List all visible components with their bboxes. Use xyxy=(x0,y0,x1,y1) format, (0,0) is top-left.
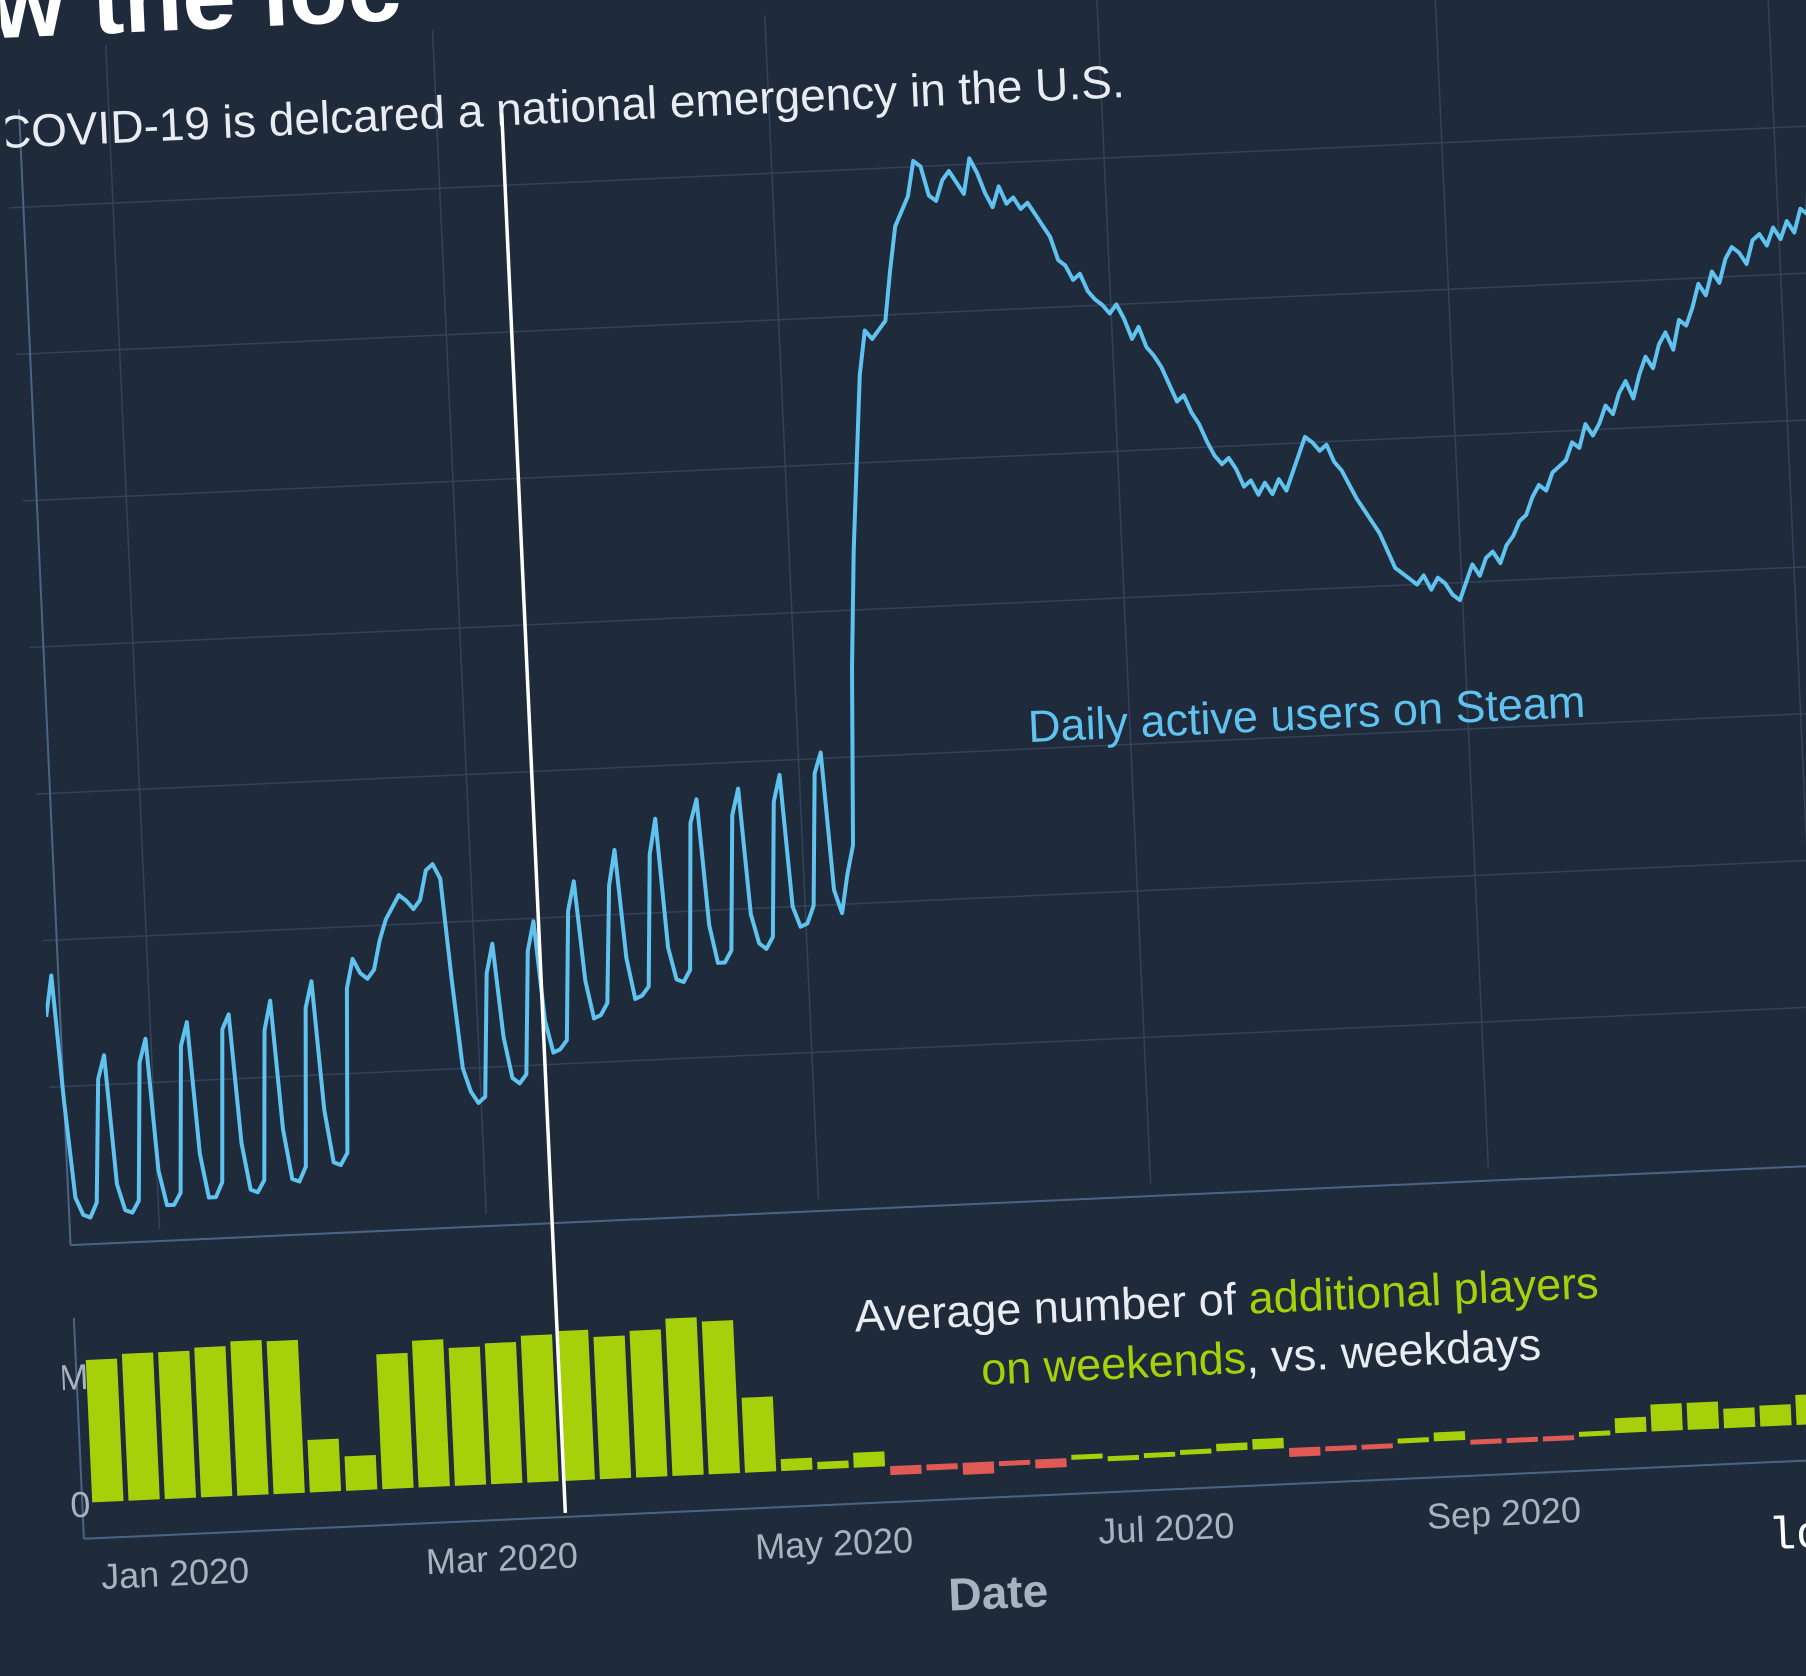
bar-week-29 xyxy=(1143,1451,1176,1459)
bar-label-highlight-1: additional players xyxy=(1247,1257,1599,1324)
bar-week-28 xyxy=(1107,1454,1140,1462)
bar-week-9 xyxy=(411,1339,450,1488)
bar-week-12 xyxy=(520,1334,559,1483)
weekend-bars xyxy=(85,1317,1806,1503)
series-line-daily-active-users xyxy=(44,100,1806,1220)
bar-week-5 xyxy=(266,1339,305,1495)
bar-week-19 xyxy=(780,1457,813,1472)
bar-week-39 xyxy=(1506,1436,1538,1444)
bar-week-11 xyxy=(484,1341,523,1485)
bar-label-highlight-2: on weekends xyxy=(980,1332,1247,1395)
x-tick-label-0: Jan 2020 xyxy=(100,1549,250,1597)
bar-week-6 xyxy=(307,1438,342,1493)
bar-week-22 xyxy=(890,1464,922,1476)
grid-line-x-2 xyxy=(431,30,488,1215)
corner-text: look xyxy=(1767,1506,1806,1563)
grid-line-x-1 xyxy=(104,45,161,1230)
bar-week-4 xyxy=(230,1340,269,1496)
bar-week-23 xyxy=(926,1463,958,1471)
series-label-steam: Daily active users on Steam xyxy=(1027,676,1586,752)
bar-week-26 xyxy=(1035,1458,1067,1469)
grid-line-y-1 xyxy=(22,856,1806,943)
line-chart-y-axis xyxy=(17,109,72,1246)
bar-week-34 xyxy=(1325,1444,1357,1452)
bar-chart-x-axis xyxy=(83,1455,1806,1540)
bar-label-text-1: Average number of xyxy=(853,1273,1249,1342)
x-tick-label-1: Mar 2020 xyxy=(425,1534,579,1582)
x-axis-label: Date xyxy=(947,1564,1049,1620)
x-tick-label-2: May 2020 xyxy=(754,1519,914,1567)
bar-week-27 xyxy=(1071,1453,1103,1460)
bar-week-45 xyxy=(1723,1407,1756,1429)
line-chart-x-axis xyxy=(70,1161,1806,1247)
bar-week-2 xyxy=(158,1350,197,1500)
bar-chart-label-line2: on weekends, vs. weekdays xyxy=(980,1319,1542,1395)
axes xyxy=(17,109,1806,1540)
bar-week-3 xyxy=(194,1346,233,1498)
bar-week-17 xyxy=(701,1320,740,1475)
x-tick-labels: Jan 2020 Mar 2020 May 2020 Jul 2020 Sep 2020… xyxy=(100,1489,1582,1597)
bar-week-47 xyxy=(1795,1393,1806,1425)
bar-week-31 xyxy=(1216,1442,1248,1452)
x-tick-label-4: Sep 2020 xyxy=(1426,1489,1582,1537)
bar-week-16 xyxy=(665,1317,704,1477)
bar-week-15 xyxy=(629,1329,668,1478)
bar-y-tick-1: M xyxy=(58,1356,90,1398)
bar-week-37 xyxy=(1433,1431,1466,1442)
bar-week-43 xyxy=(1650,1403,1683,1432)
bar-week-35 xyxy=(1361,1443,1393,1450)
x-tick-label-3: Jul 2020 xyxy=(1097,1505,1235,1552)
bar-label-text-2: , vs. weekdays xyxy=(1245,1319,1542,1383)
bar-week-21 xyxy=(853,1451,886,1468)
grid-line-y-4 xyxy=(2,417,1806,503)
bar-week-1 xyxy=(121,1352,160,1501)
grid-line-x-4 xyxy=(1096,0,1152,1185)
gridlines xyxy=(0,0,1806,1230)
grid-line-y-5 xyxy=(0,270,1806,357)
grid-line-x-3 xyxy=(763,15,820,1200)
bar-week-46 xyxy=(1759,1404,1792,1427)
grid-line-y-0 xyxy=(29,1003,1806,1089)
bar-week-25 xyxy=(998,1459,1031,1467)
bar-week-38 xyxy=(1470,1438,1502,1445)
bar-week-44 xyxy=(1686,1401,1720,1430)
bar-week-13 xyxy=(556,1329,595,1481)
grid-line-y-2 xyxy=(16,710,1806,796)
bar-week-10 xyxy=(448,1346,487,1486)
bar-week-40 xyxy=(1542,1435,1575,1442)
bar-week-18 xyxy=(741,1396,777,1473)
bar-y-tick-labels: 0M xyxy=(58,1356,92,1525)
bar-y-tick-0: 0 xyxy=(69,1483,91,1525)
grid-line-x-5 xyxy=(1433,0,1490,1169)
bar-week-32 xyxy=(1252,1437,1284,1450)
bar-week-20 xyxy=(817,1460,849,1470)
bar-week-8 xyxy=(376,1352,414,1490)
bar-week-24 xyxy=(962,1461,995,1475)
event-marker-line xyxy=(500,113,568,1513)
event-annotation: COVID-19 is delcared a national emergenc… xyxy=(0,55,1126,158)
bar-week-30 xyxy=(1179,1448,1212,1455)
bar-week-14 xyxy=(593,1335,632,1480)
bar-week-36 xyxy=(1397,1437,1429,1444)
grid-line-x-6 xyxy=(1766,0,1806,1154)
bar-chart-y-axis xyxy=(72,1317,85,1539)
bar-week-0 xyxy=(85,1358,124,1503)
bar-week-42 xyxy=(1614,1416,1647,1434)
page-title: w the loc xyxy=(0,0,403,59)
bar-week-33 xyxy=(1288,1446,1321,1458)
bar-week-7 xyxy=(344,1454,378,1491)
grid-line-y-3 xyxy=(9,563,1806,650)
bar-week-41 xyxy=(1578,1430,1611,1437)
